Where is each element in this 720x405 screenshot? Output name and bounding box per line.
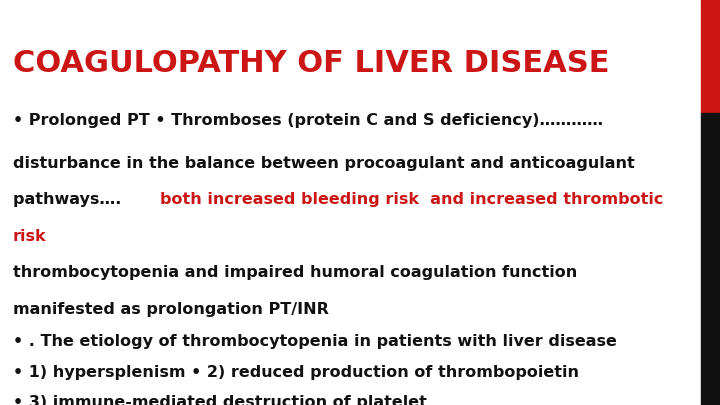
Text: • . The etiology of thrombocytopenia in patients with liver disease: • . The etiology of thrombocytopenia in … — [13, 334, 617, 349]
Text: • 3) immune-mediated destruction of platelet: • 3) immune-mediated destruction of plat… — [13, 395, 427, 405]
Text: both increased bleeding risk  and increased thrombotic: both increased bleeding risk and increas… — [160, 192, 663, 207]
Text: • 1) hypersplenism • 2) reduced production of thrombopoietin: • 1) hypersplenism • 2) reduced producti… — [13, 364, 579, 379]
Bar — [701, 113, 720, 405]
Text: disturbance in the balance between procoagulant and anticoagulant: disturbance in the balance between proco… — [13, 156, 635, 171]
Text: risk: risk — [13, 229, 47, 244]
Bar — [701, 0, 720, 113]
Text: • Prolonged PT • Thromboses (protein C and S deficiency)…………: • Prolonged PT • Thromboses (protein C a… — [13, 113, 603, 128]
Text: COAGULOPATHY OF LIVER DISEASE: COAGULOPATHY OF LIVER DISEASE — [13, 49, 609, 78]
Text: thrombocytopenia and impaired humoral coagulation function: thrombocytopenia and impaired humoral co… — [13, 265, 577, 280]
Text: manifested as prolongation PT/INR: manifested as prolongation PT/INR — [13, 302, 329, 317]
Text: pathways….: pathways…. — [13, 192, 127, 207]
